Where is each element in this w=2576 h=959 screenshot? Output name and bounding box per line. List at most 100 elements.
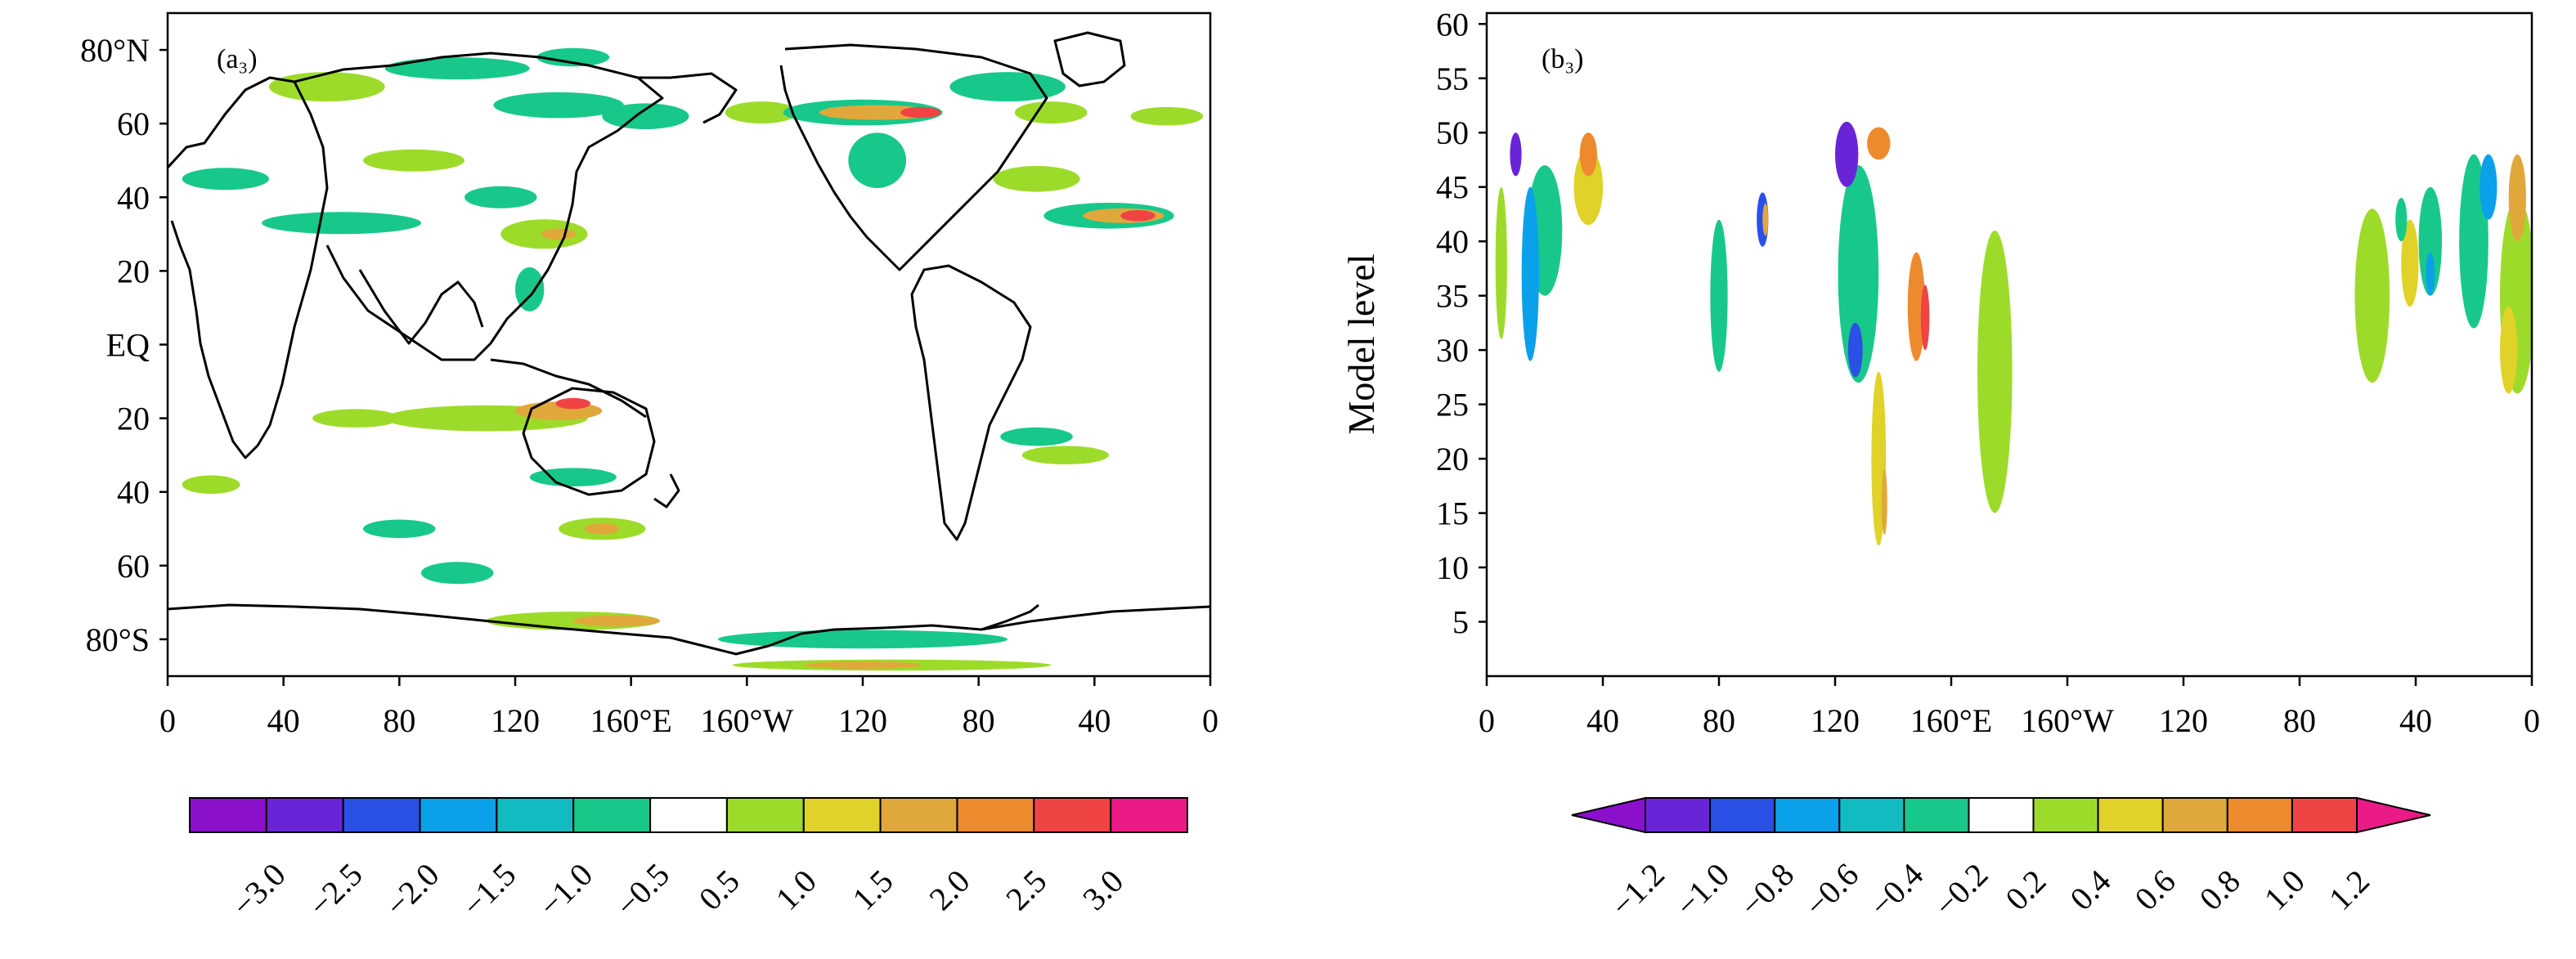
anomaly-contour [993,166,1080,192]
colorbar-swatch [2032,797,2099,833]
x-tick-label: 0 [2524,702,2540,739]
anomaly-contour [1835,121,1859,187]
colorbar-a3: −3.0 −2.5 −2.0 −1.5 −1.0 −0.5 0.5 1.0 1.5 2.0 2.5 3… [189,797,1188,924]
colorbar-swatch [496,797,575,833]
colorbar-swatch [802,797,882,833]
anomaly-contour [493,92,624,119]
anomaly-contour [363,519,436,539]
panel-label-a3: (a₃) [217,44,258,74]
anomaly-contour [1920,285,1930,351]
coastlines [168,31,1210,656]
colorbar-tick-label: 1.0 [769,863,824,917]
anomaly-contour [805,661,921,669]
colorbar-extend-left [1571,796,1646,834]
x-tick-label: 0 [1479,702,1495,739]
anomaly-contour [2508,154,2526,242]
colorbar-swatch [1838,797,1905,833]
colorbar-tick-label: 0.2 [1998,863,2053,917]
anomaly-contour [1847,322,1863,378]
colorbar-swatch [956,797,1035,833]
anomaly-contour [1014,101,1088,124]
y-tick-label: 25 [1436,387,1469,423]
anomaly-contour [2395,198,2408,242]
x-tick-label: 40 [1078,702,1111,739]
colorbar-swatch [2291,797,2358,833]
anomaly-contour [2401,219,2419,307]
colorbar-swatch [1110,797,1188,833]
anomaly-field-a3 [182,47,1204,671]
anomaly-contour [1881,469,1887,536]
colorbar-swatch [1033,797,1112,833]
anomaly-contour [717,630,1008,649]
y-tick-label: 10 [1436,549,1469,586]
y-tick-label: 55 [1436,60,1469,97]
anomaly-contour [2426,252,2435,296]
y-axis-b3: 60 55 50 45 40 35 30 25 20 15 10 5 [1436,6,1487,641]
y-tick-label: 40 [1436,223,1469,260]
anomaly-contour [541,228,577,240]
colorbar-swatch [342,797,421,833]
anomaly-contour [555,397,591,410]
anomaly-contour [1521,186,1539,361]
anomaly-contour [585,523,620,535]
y-tick-label: 30 [1436,332,1469,369]
x-tick-label: 160°E [1910,702,1992,739]
colorbar-tick-label: 3.0 [1075,863,1130,917]
plot-frame-b3 [1485,11,2533,678]
x-axis-b3: 0 40 80 120 160°E 160°W 120 80 40 0 [1479,676,2540,739]
section-panel-b3: (b₃) Model level 60555045403530252015105… [1340,6,2540,739]
anomaly-contour [1573,149,1604,226]
anomaly-contour [1838,165,1879,383]
anomaly-contour [1977,230,2013,513]
colorbar-swatch [419,797,498,833]
y-tick-label: 80°N [80,32,150,69]
colorbar-tick-label: 0.4 [2062,863,2117,917]
anomaly-contour [2480,154,2497,220]
y-tick-label: 50 [1436,114,1469,151]
anomaly-contour [1579,132,1597,177]
y-axis-label-b3: Model level [1340,254,1382,435]
colorbar-extend-right [2356,796,2431,834]
anomaly-contour [725,101,798,124]
y-axis-a3: 80°N 60 40 20 EQ 20 40 60 80°S [80,32,168,658]
anomaly-contour [2354,208,2390,383]
anomaly-contour [182,475,240,494]
colorbar-tick-label: −0.2 [1927,856,1995,924]
colorbar-tick-label: −0.5 [608,856,676,924]
anomaly-contour [1907,252,1925,361]
x-tick-label: 120 [2159,702,2208,739]
colorbar-swatch [1709,797,1776,833]
y-tick-label: EQ [106,327,150,364]
anomaly-contour [269,72,385,102]
x-tick-label: 0 [1202,702,1218,739]
anomaly-contour [363,149,464,172]
y-tick-label: 40 [117,179,150,216]
x-tick-label: 160°W [2021,702,2114,739]
anomaly-field-b3 [1495,121,2532,546]
y-tick-label: 45 [1436,169,1469,206]
colorbar-swatch [572,797,652,833]
y-tick-label: 35 [1436,278,1469,315]
colorbar-swatch [265,797,344,833]
anomaly-contour [1867,127,1891,160]
colorbar-tick-label: −1.5 [455,856,523,924]
colorbar-swatch [879,797,958,833]
colorbar-swatch [1774,797,1841,833]
x-tick-label: 40 [267,702,300,739]
anomaly-contour [182,168,269,190]
colorbar-swatch [2161,797,2228,833]
x-tick-label: 80 [963,702,995,739]
anomaly-contour [1000,427,1073,446]
anomaly-contour [900,106,941,119]
panel-label-b3: (b₃) [1542,44,1584,74]
anomaly-contour [1021,446,1109,464]
x-tick-label: 80 [1703,702,1735,739]
anomaly-contour [572,615,661,627]
anomaly-contour [2500,306,2518,394]
colorbar-swatch [189,797,267,833]
anomaly-contour [262,212,421,235]
colorbar-tick-label: −0.8 [1733,856,1801,924]
anomaly-contour [822,106,857,119]
anomaly-contour [1510,132,1522,177]
